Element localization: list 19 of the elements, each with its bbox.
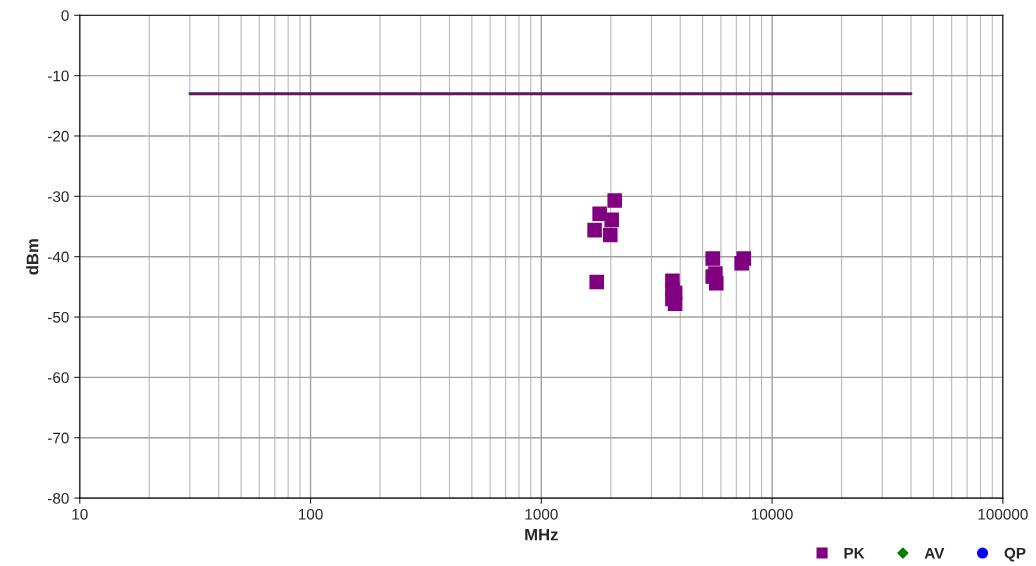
x-tick-label: 100 (298, 508, 323, 520)
y-tick-label: 0 (61, 10, 69, 21)
y-tick-label: -60 (47, 372, 69, 384)
y-tick-label: -70 (47, 432, 69, 444)
y-tick-label: -10 (47, 70, 69, 82)
y-tick-label: -20 (47, 130, 69, 142)
legend-label: PK (844, 547, 865, 559)
x-tick-label: 100000 (978, 508, 1028, 520)
y-tick-label: -40 (47, 251, 69, 263)
legend-label: AV (924, 547, 945, 559)
y-tick-label: -30 (47, 191, 69, 203)
y-tick-label: -50 (47, 311, 69, 323)
y-axis-title: dBm (26, 239, 39, 275)
x-tick-label: 1000 (525, 508, 558, 520)
x-tick-label: 10 (72, 508, 88, 520)
x-axis-title: MHz (525, 528, 558, 541)
x-tick-label: 10000 (752, 508, 793, 520)
legend-label: QP (1004, 547, 1026, 562)
y-tick-label: -80 (47, 492, 69, 504)
